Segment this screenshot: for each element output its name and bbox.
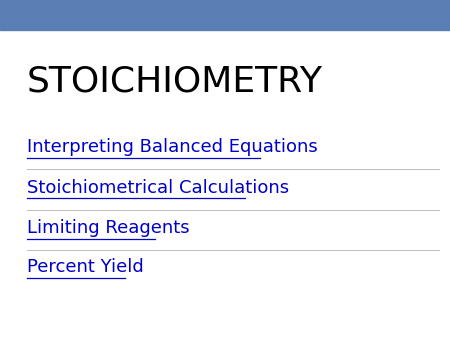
Text: Percent Yield: Percent Yield (27, 258, 144, 276)
Text: STOICHIOMETRY: STOICHIOMETRY (27, 64, 323, 98)
Bar (0, 0, 450, 30)
Text: Stoichiometrical Calculations: Stoichiometrical Calculations (27, 178, 289, 197)
Text: Interpreting Balanced Equations: Interpreting Balanced Equations (27, 138, 318, 156)
Text: Limiting Reagents: Limiting Reagents (27, 219, 189, 237)
